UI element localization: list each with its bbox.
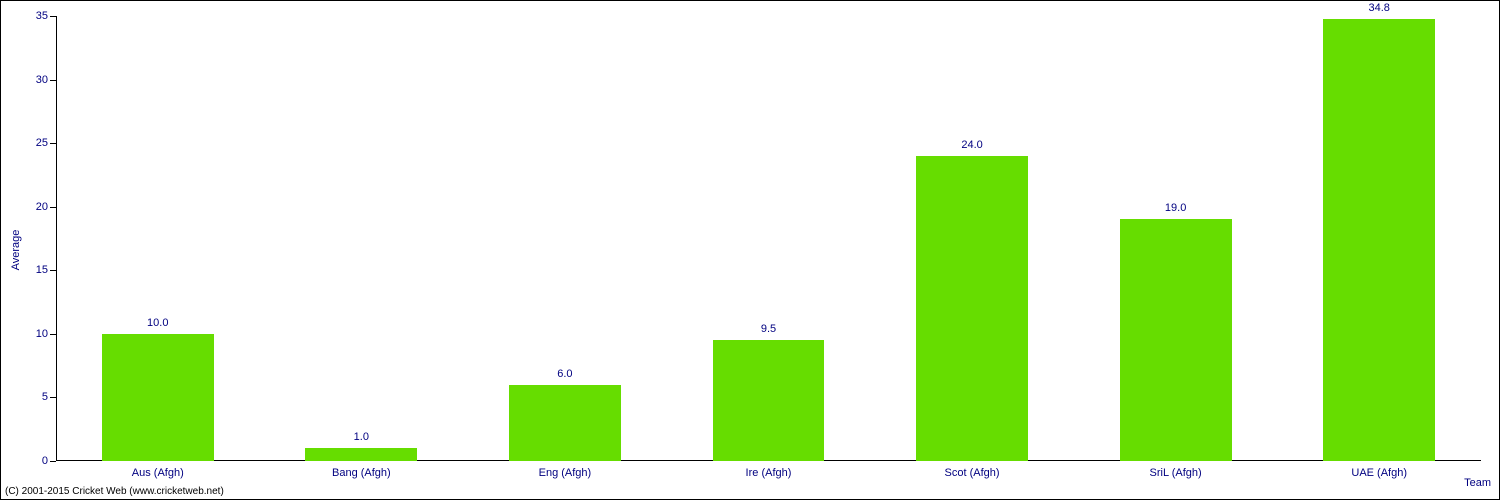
bar-value-label: 9.5 [761, 323, 776, 335]
x-tick-label: Aus (Afgh) [132, 467, 184, 479]
bar: 9.5 [713, 340, 825, 461]
x-tick-label: Scot (Afgh) [945, 467, 1000, 479]
y-tick [50, 461, 56, 462]
bar: 1.0 [305, 448, 417, 461]
y-tick-label: 10 [36, 328, 48, 340]
plot-area: 0510152025303510.0Aus (Afgh)1.0Bang (Afg… [56, 16, 1481, 461]
bar-value-label: 10.0 [147, 317, 168, 329]
bar-value-label: 19.0 [1165, 202, 1186, 214]
bar-slot: 10.0Aus (Afgh) [56, 16, 260, 461]
bar-value-label: 34.8 [1368, 2, 1389, 14]
x-tick-label: UAE (Afgh) [1351, 467, 1407, 479]
bar-value-label: 6.0 [557, 368, 572, 380]
bar-slot: 1.0Bang (Afgh) [260, 16, 464, 461]
y-tick-label: 0 [42, 455, 48, 467]
y-tick-label: 15 [36, 264, 48, 276]
bar: 10.0 [102, 334, 214, 461]
bar: 19.0 [1120, 219, 1232, 461]
copyright-text: (C) 2001-2015 Cricket Web (www.cricketwe… [5, 486, 224, 497]
bar-value-label: 1.0 [354, 431, 369, 443]
bar-slot: 34.8UAE (Afgh) [1277, 16, 1481, 461]
y-tick-label: 30 [36, 74, 48, 86]
y-tick-label: 35 [36, 10, 48, 22]
x-tick-label: SriL (Afgh) [1150, 467, 1202, 479]
x-axis-label: Team [1464, 477, 1491, 489]
bar-slot: 9.5Ire (Afgh) [667, 16, 871, 461]
y-tick-label: 25 [36, 137, 48, 149]
y-axis-label: Average [10, 230, 22, 271]
x-tick-label: Ire (Afgh) [746, 467, 792, 479]
bar-slot: 24.0Scot (Afgh) [870, 16, 1074, 461]
y-tick-label: 5 [42, 391, 48, 403]
bar: 6.0 [509, 385, 621, 461]
bar-slot: 6.0Eng (Afgh) [463, 16, 667, 461]
bar: 34.8 [1323, 19, 1435, 461]
x-tick-label: Bang (Afgh) [332, 467, 391, 479]
y-tick-label: 20 [36, 201, 48, 213]
bar: 24.0 [916, 156, 1028, 461]
bar-value-label: 24.0 [961, 139, 982, 151]
x-tick-label: Eng (Afgh) [539, 467, 592, 479]
chart-frame: 0510152025303510.0Aus (Afgh)1.0Bang (Afg… [0, 0, 1500, 500]
bar-slot: 19.0SriL (Afgh) [1074, 16, 1278, 461]
